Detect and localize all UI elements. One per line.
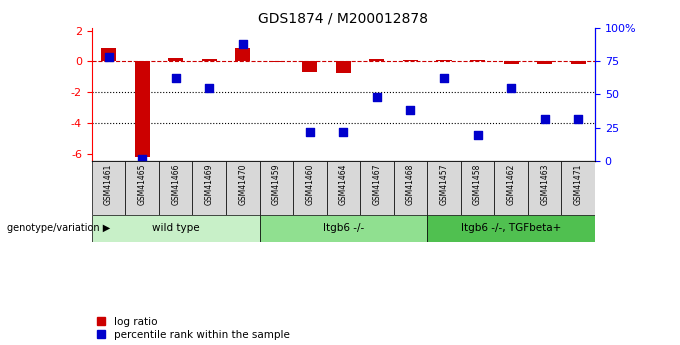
Point [137, 156, 148, 161]
Text: Itgb6 -/-: Itgb6 -/- [323, 223, 364, 233]
Bar [571, 61, 585, 64]
Bar [369, 59, 384, 61]
Point [573, 116, 583, 121]
Point [539, 116, 550, 121]
Point [506, 85, 517, 90]
Bar [403, 60, 418, 61]
Text: GSM41469: GSM41469 [205, 164, 214, 206]
Bar [125, 161, 159, 215]
Text: GSM41471: GSM41471 [574, 164, 583, 205]
Bar [504, 61, 519, 64]
Bar [235, 48, 250, 61]
Bar [427, 161, 461, 215]
Point [472, 132, 483, 137]
Text: GSM41465: GSM41465 [137, 164, 147, 206]
Bar [92, 161, 125, 215]
Bar [101, 48, 116, 61]
Bar [260, 215, 427, 242]
Point [439, 76, 449, 81]
Text: Itgb6 -/-, TGFbeta+: Itgb6 -/-, TGFbeta+ [461, 223, 561, 233]
Bar [528, 161, 562, 215]
Text: GSM41457: GSM41457 [439, 164, 449, 206]
Bar [336, 61, 351, 73]
Bar [202, 59, 217, 61]
Bar [326, 161, 360, 215]
Point [237, 41, 248, 46]
Point [371, 94, 382, 100]
Text: GSM41462: GSM41462 [507, 164, 515, 205]
Bar [135, 61, 150, 157]
Bar [159, 161, 192, 215]
Bar [293, 161, 326, 215]
Bar [537, 61, 552, 64]
Point [405, 108, 416, 113]
Text: GSM41470: GSM41470 [238, 164, 248, 206]
Text: GSM41464: GSM41464 [339, 164, 348, 206]
Text: GSM41467: GSM41467 [373, 164, 381, 206]
Bar [226, 161, 260, 215]
Text: genotype/variation ▶: genotype/variation ▶ [7, 223, 110, 233]
Bar [494, 161, 528, 215]
Text: GSM41468: GSM41468 [406, 164, 415, 205]
Point [338, 129, 349, 135]
Bar [562, 161, 595, 215]
Bar [260, 161, 293, 215]
Bar [269, 61, 284, 62]
Bar [360, 161, 394, 215]
Title: GDS1874 / M200012878: GDS1874 / M200012878 [258, 11, 428, 25]
Bar [470, 60, 485, 61]
Bar [427, 215, 595, 242]
Bar [461, 161, 494, 215]
Bar [394, 161, 427, 215]
Bar [437, 60, 452, 61]
Legend: log ratio, percentile rank within the sample: log ratio, percentile rank within the sa… [97, 317, 290, 340]
Text: GSM41460: GSM41460 [305, 164, 314, 206]
Text: GSM41463: GSM41463 [540, 164, 549, 206]
Text: GSM41458: GSM41458 [473, 164, 482, 205]
Text: GSM41461: GSM41461 [104, 164, 113, 205]
Bar [192, 161, 226, 215]
Bar [168, 58, 183, 61]
Bar [92, 215, 260, 242]
Bar [303, 61, 318, 72]
Point [103, 54, 114, 60]
Text: wild type: wild type [152, 223, 199, 233]
Text: GSM41466: GSM41466 [171, 164, 180, 206]
Point [305, 129, 316, 135]
Point [204, 85, 215, 90]
Point [170, 76, 181, 81]
Text: GSM41459: GSM41459 [272, 164, 281, 206]
